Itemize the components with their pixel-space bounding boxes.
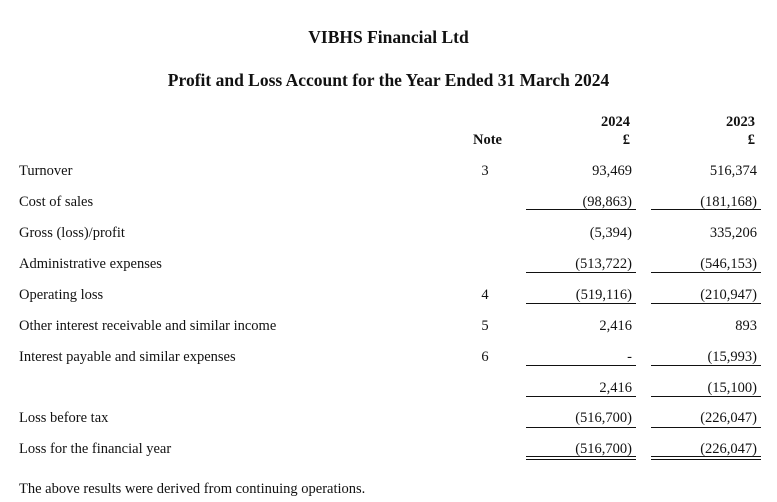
header-prior-year: 2023: [726, 114, 755, 130]
row-note: 5: [481, 318, 489, 334]
double-rule-prior: [651, 456, 761, 460]
row-label: Turnover: [19, 163, 73, 179]
row-value-2024: 93,469: [592, 163, 632, 179]
row-note: 4: [481, 287, 489, 303]
rule-current: [526, 396, 636, 397]
row-label: Cost of sales: [19, 194, 94, 210]
company-name: VIBHS Financial Ltd: [308, 27, 469, 47]
header-note: Note: [473, 132, 502, 148]
row-value-2023: (210,947): [700, 287, 757, 303]
rule-prior: [651, 365, 761, 366]
row-value-2024: (519,116): [575, 287, 632, 303]
rule-current: [526, 303, 636, 304]
row-value-2023: 893: [735, 318, 757, 334]
header-current-currency: £: [622, 132, 630, 148]
rule-prior: [651, 427, 761, 428]
row-value-2024: (5,394): [589, 225, 632, 241]
row-value-2023: (15,993): [707, 349, 757, 365]
rule-prior: [651, 396, 761, 397]
row-value-2024: (516,700): [575, 410, 632, 426]
row-value-2024: -: [627, 349, 632, 365]
row-label: Interest payable and similar expenses: [19, 349, 236, 365]
row-label: Administrative expenses: [19, 256, 162, 272]
row-label: Loss for the financial year: [19, 441, 172, 457]
rule-current: [526, 427, 636, 428]
row-label: Gross (loss)/profit: [19, 225, 125, 241]
row-value-2023: 335,206: [709, 225, 757, 241]
row-label: Loss before tax: [19, 410, 109, 426]
row-value-2023: (546,153): [700, 256, 757, 272]
row-value-2023: (181,168): [700, 194, 757, 210]
row-label: Other interest receivable and similar in…: [19, 318, 277, 334]
row-value-2023: (226,047): [700, 441, 757, 457]
row-value-2023: (15,100): [707, 380, 757, 396]
row-note: 6: [481, 349, 489, 365]
row-value-2024: (513,722): [575, 256, 632, 272]
row-value-2024: (516,700): [575, 441, 632, 457]
row-value-2024: 2,416: [599, 318, 632, 334]
row-value-2023: 516,374: [709, 163, 757, 179]
rule-current: [526, 365, 636, 366]
row-label: Operating loss: [19, 287, 104, 303]
rule-current: [526, 272, 636, 273]
rule-prior: [651, 272, 761, 273]
footnote: The above results were derived from cont…: [19, 481, 366, 497]
double-rule-current: [526, 456, 636, 460]
header-prior-currency: £: [747, 132, 755, 148]
header-current-year: 2024: [601, 114, 630, 130]
rule-prior: [651, 209, 761, 210]
row-note: 3: [481, 163, 489, 179]
row-value-2024: (98,863): [582, 194, 632, 210]
rule-prior: [651, 303, 761, 304]
rule-current: [526, 209, 636, 210]
row-value-2024: 2,416: [599, 380, 632, 396]
row-value-2023: (226,047): [700, 410, 757, 426]
statement-title: Profit and Loss Account for the Year End…: [167, 70, 610, 90]
